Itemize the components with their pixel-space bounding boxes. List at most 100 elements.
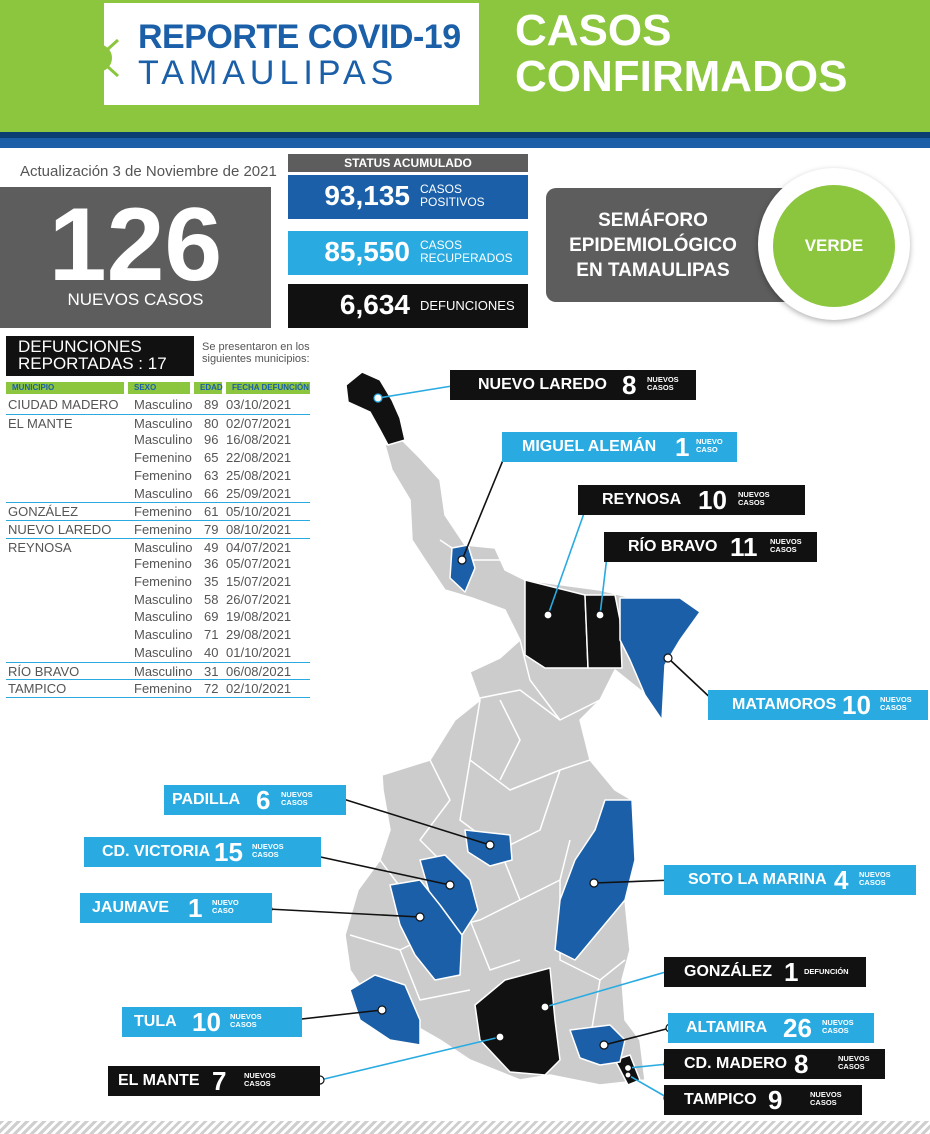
cell-edad: 63: [204, 467, 219, 483]
cell-fecha: 26/07/2021: [226, 591, 292, 607]
page-title: CASOS CONFIRMADOS: [515, 8, 847, 100]
leader-cd-madero: [627, 1063, 669, 1069]
map-miguel-aleman: [449, 544, 476, 593]
cell-sexo: Masculino: [134, 397, 193, 412]
cell-edad: 72: [204, 681, 219, 697]
logo-title: REPORTE COVID-19: [138, 18, 461, 56]
leader-padilla: [339, 797, 491, 846]
logo-subtitle: TAMAULIPAS: [138, 54, 399, 92]
cell-edad: 96: [204, 432, 219, 448]
cell-edad: 65: [204, 450, 219, 466]
stat-recovered-label: CASOS RECUPERADOS: [420, 238, 513, 265]
table-row: Masculino 96 16/08/2021: [6, 431, 310, 449]
cell-fecha: 06/08/2021: [226, 663, 292, 679]
leader-nuevo-laredo: [377, 385, 453, 399]
cell-sexo: Femenino: [134, 450, 192, 466]
cell-fecha: 04/07/2021: [226, 539, 292, 555]
semaforo-label: SEMÁFORO EPIDEMIOLÓGICO EN TAMAULIPAS: [569, 210, 737, 281]
cell-edad: 40: [204, 644, 219, 660]
leader-soto: [593, 879, 675, 884]
stat-deaths-label: DEFUNCIONES: [420, 298, 515, 313]
table-row: Femenino 36 05/07/2021: [6, 555, 310, 573]
pin-gonzalez: [540, 1002, 550, 1012]
map-rio-bravo: [584, 594, 623, 669]
cell-sexo: Masculino: [134, 627, 193, 643]
label-soto-la-marina: SOTO LA MARINA 4 NUEVOS CASOS: [664, 865, 916, 895]
cell-edad: 71: [204, 627, 219, 643]
cell-fecha: 03/10/2021: [226, 397, 292, 412]
cell-edad: 58: [204, 591, 219, 607]
pin-jaumave: [415, 912, 425, 922]
page-title-line2: CONFIRMADOS: [515, 52, 848, 101]
map-nuevo-laredo: [345, 371, 406, 446]
header-fecha: FECHA DEFUNCIÓN: [226, 382, 310, 394]
stat-positives-label: CASOS POSITIVOS: [420, 182, 485, 209]
table-row: NUEVO LAREDO Femenino 79 08/10/2021: [6, 519, 310, 538]
cell-sexo: Masculino: [134, 663, 193, 679]
map-matamoros: [619, 597, 701, 721]
table-row: Masculino 40 01/10/2021: [6, 644, 310, 662]
cell-edad: 79: [204, 521, 219, 537]
cell-fecha: 16/08/2021: [226, 432, 292, 448]
cell-sexo: Femenino: [134, 521, 192, 537]
label-matamoros: MATAMOROS 10 NUEVOS CASOS: [708, 690, 928, 720]
cell-edad: 35: [204, 574, 219, 589]
semaforo-box: [546, 188, 796, 302]
cell-edad: 89: [204, 397, 219, 412]
cell-fecha: 02/07/2021: [226, 415, 292, 431]
cell-edad: 36: [204, 556, 219, 572]
cell-edad: 80: [204, 415, 219, 431]
cell-fecha: 25/08/2021: [226, 467, 292, 483]
table-row: TAMPICO Femenino 72 02/10/2021: [6, 679, 310, 697]
cell-municipio: EL MANTE: [8, 415, 73, 431]
cell-fecha: 01/10/2021: [226, 644, 292, 660]
header-edad: EDAD: [194, 382, 223, 394]
deaths-note: Se presentaron en los siguientes municip…: [202, 341, 310, 365]
label-gonzalez: GONZÁLEZ 1 DEFUNCIÓN: [664, 957, 866, 987]
leader-el-mante: [319, 1036, 501, 1081]
map-el-mante-gonzalez: [474, 967, 561, 1076]
label-altamira: ALTAMIRA 26 NUEVOS CASOS: [668, 1013, 874, 1043]
cell-sexo: Masculino: [134, 415, 193, 431]
cell-sexo: Femenino: [134, 574, 192, 589]
pin-cd-madero: [623, 1063, 633, 1073]
virus-icon: [63, 23, 120, 93]
cell-municipio: TAMPICO: [8, 681, 67, 697]
cell-sexo: Femenino: [134, 504, 192, 520]
leader-miguel-aleman: [461, 447, 509, 561]
pin-cd-victoria: [445, 880, 455, 890]
table-row: CIUDAD MADERO Masculino 89 03/10/2021: [6, 396, 310, 414]
pin-padilla: [485, 840, 495, 850]
table-bottom-rule: [6, 696, 310, 698]
table-row: Masculino 58 26/07/2021: [6, 591, 310, 609]
label-jaumave: JAUMAVE 1 NUEVO CASO: [80, 893, 272, 923]
logo-box: [104, 3, 479, 105]
update-date: Actualización 3 de Noviembre de 2021: [20, 163, 277, 180]
leader-jaumave: [267, 908, 421, 918]
table-row: Masculino 71 29/08/2021: [6, 626, 310, 644]
table-row: GONZÁLEZ Femenino 61 05/10/2021: [6, 502, 310, 520]
label-rio-bravo: RÍO BRAVO 11 NUEVOS CASOS: [604, 532, 817, 562]
stat-recovered: 85,550 CASOS RECUPERADOS: [288, 231, 528, 275]
cell-sexo: Masculino: [134, 432, 193, 448]
pin-nuevo-laredo: [373, 393, 383, 403]
leader-reynosa: [547, 501, 589, 616]
table-row: Femenino 65 22/08/2021: [6, 449, 310, 467]
leader-gonzalez: [544, 970, 670, 1008]
leader-cd-victoria: [315, 855, 451, 886]
new-cases-value: 126: [48, 187, 223, 303]
table-row: RÍO BRAVO Masculino 31 06/08/2021: [6, 661, 310, 680]
leader-altamira: [603, 1027, 671, 1046]
page-title-line1: CASOS: [515, 6, 672, 55]
header-sexo: SEXO: [128, 382, 190, 394]
stat-deaths: 6,634 DEFUNCIONES: [288, 284, 528, 328]
cell-edad: 61: [204, 504, 219, 520]
cell-sexo: Masculino: [134, 539, 193, 555]
cell-fecha: 22/08/2021: [226, 450, 292, 466]
cell-sexo: Masculino: [134, 591, 193, 607]
cell-fecha: 05/07/2021: [226, 556, 292, 572]
pin-reynosa: [543, 610, 553, 620]
stat-deaths-value: 6,634: [339, 289, 410, 320]
cell-fecha: 08/10/2021: [226, 521, 292, 537]
